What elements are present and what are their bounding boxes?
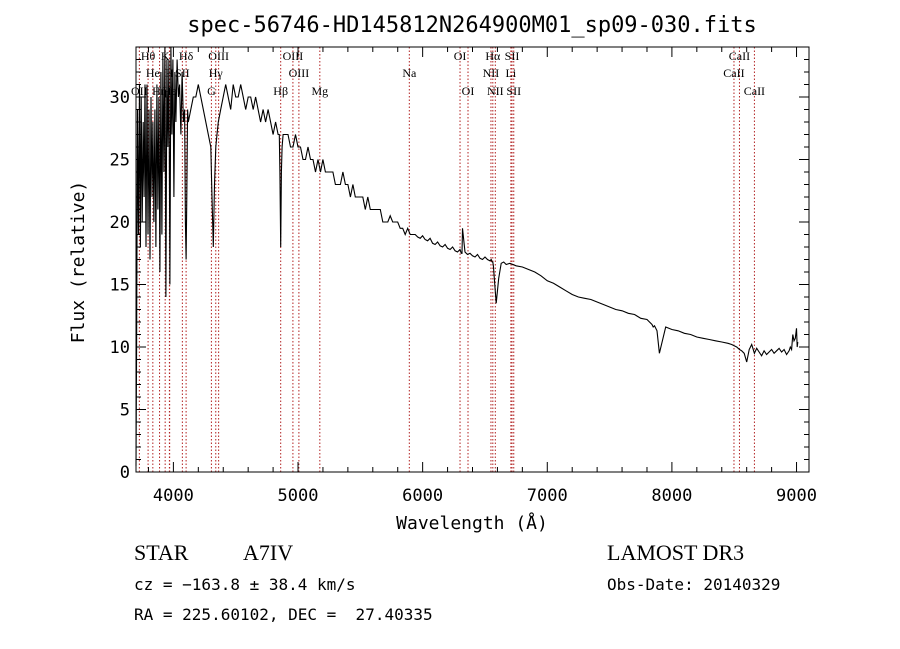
line-marker-label: OIII <box>289 66 310 80</box>
x-tick-label: 7000 <box>527 486 568 506</box>
y-tick-label: 20 <box>110 213 130 233</box>
line-marker-label: Li <box>506 66 517 80</box>
x-tick-label: 5000 <box>278 486 319 506</box>
line-markers <box>138 47 755 472</box>
line-marker-label: Hγ <box>209 66 224 80</box>
y-tick-label: 10 <box>110 338 130 358</box>
x-axis-ticks: 4000 5000 6000 7000 8000 9000 <box>147 47 817 506</box>
line-marker-label: OIII <box>208 49 229 63</box>
y-tick-label: 15 <box>110 276 130 296</box>
line-marker-label: He <box>146 66 160 80</box>
observation-date: Obs-Date: 20140329 <box>607 575 780 594</box>
line-marker-label: SII <box>505 49 520 63</box>
chart-title: spec-56746-HD145812N264900M01_sp09-030.f… <box>187 13 757 38</box>
x-axis-label: Wavelength (Å) <box>396 512 548 534</box>
line-marker-label: Hα <box>485 49 501 63</box>
line-marker-label: OI <box>462 84 475 98</box>
plot-frame <box>135 46 810 473</box>
line-marker-label: OIII <box>283 49 304 63</box>
line-marker-label: CaII <box>723 66 744 80</box>
y-tick-label: 0 <box>120 463 130 483</box>
line-marker-label: Hθ <box>141 49 156 63</box>
y-axis-ticks: 0 5 10 15 20 25 30 <box>110 59 809 483</box>
coordinates: RA = 225.60102, DEC = 27.40335 <box>134 605 433 624</box>
y-axis-label: Flux (relative) <box>68 181 89 344</box>
line-marker-label: Na <box>402 66 417 80</box>
line-marker-label: CaII <box>729 49 750 63</box>
x-tick-label: 6000 <box>402 486 443 506</box>
y-tick-label: 25 <box>110 151 130 171</box>
line-marker-label: NII <box>483 66 500 80</box>
line-marker-label: Hβ <box>273 84 288 98</box>
line-marker-label: Hδ <box>179 49 194 63</box>
redshift-cz: cz = −163.8 ± 38.4 km/s <box>134 575 356 594</box>
spectrum-line <box>135 46 799 466</box>
line-marker-label: H <box>165 66 174 80</box>
line-marker-label: SII <box>506 84 521 98</box>
x-tick-label: 8000 <box>651 486 692 506</box>
x-tick-label: 4000 <box>153 486 194 506</box>
object-class: STAR <box>134 540 189 565</box>
line-marker-label: CaII <box>744 84 765 98</box>
x-tick-label: 9000 <box>776 486 817 506</box>
y-tick-label: 5 <box>120 401 130 421</box>
spectral-subclass: A7IV <box>243 540 293 565</box>
line-marker-label: NII <box>487 84 504 98</box>
survey-name: LAMOST DR3 <box>607 540 744 565</box>
y-tick-label: 30 <box>110 88 130 108</box>
line-marker-label: Mg <box>311 84 328 98</box>
line-marker-label: G <box>207 84 216 98</box>
line-marker-label: OI <box>454 49 467 63</box>
